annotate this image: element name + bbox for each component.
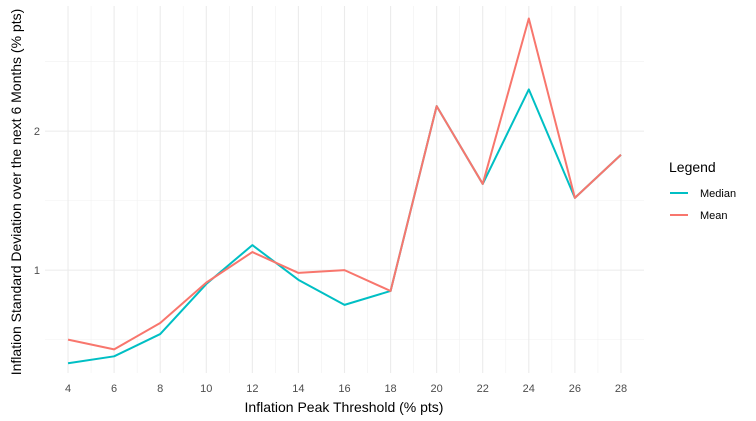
- x-tick-label: 6: [111, 383, 117, 395]
- x-tick-label: 4: [65, 383, 71, 395]
- x-tick-label: 22: [477, 383, 489, 395]
- x-tick-labels: 4 6 8 10 12 14 16 18 20 22 24 26 28: [65, 383, 627, 395]
- legend: Legend Median Mean: [669, 159, 736, 222]
- y-axis-title: Inflation Standard Deviation over the ne…: [8, 9, 24, 376]
- x-tick-label: 24: [523, 383, 535, 395]
- x-tick-label: 28: [615, 383, 627, 395]
- series-layer: [67, 17, 622, 365]
- x-tick-label: 12: [246, 383, 258, 395]
- y-tick-labels: 12: [34, 126, 40, 277]
- x-tick-label: 20: [431, 383, 443, 395]
- x-tick-label: 26: [569, 383, 581, 395]
- y-tick-label: 2: [34, 126, 40, 138]
- x-tick-label: 18: [384, 383, 396, 395]
- x-tick-label: 8: [157, 383, 163, 395]
- x-axis-title: Inflation Peak Threshold (% pts): [245, 399, 444, 415]
- legend-title: Legend: [669, 159, 716, 175]
- y-tick-label: 1: [34, 265, 40, 277]
- x-tick-label: 16: [338, 383, 350, 395]
- legend-label-mean: Mean: [700, 210, 728, 222]
- series-line-median: [67, 88, 622, 365]
- legend-label-median: Median: [700, 188, 736, 200]
- x-tick-label: 10: [200, 383, 212, 395]
- legend-items: Median Mean: [670, 188, 736, 222]
- series-line-mean: [67, 17, 622, 351]
- x-tick-label: 14: [292, 383, 304, 395]
- major-gridlines: [45, 6, 644, 373]
